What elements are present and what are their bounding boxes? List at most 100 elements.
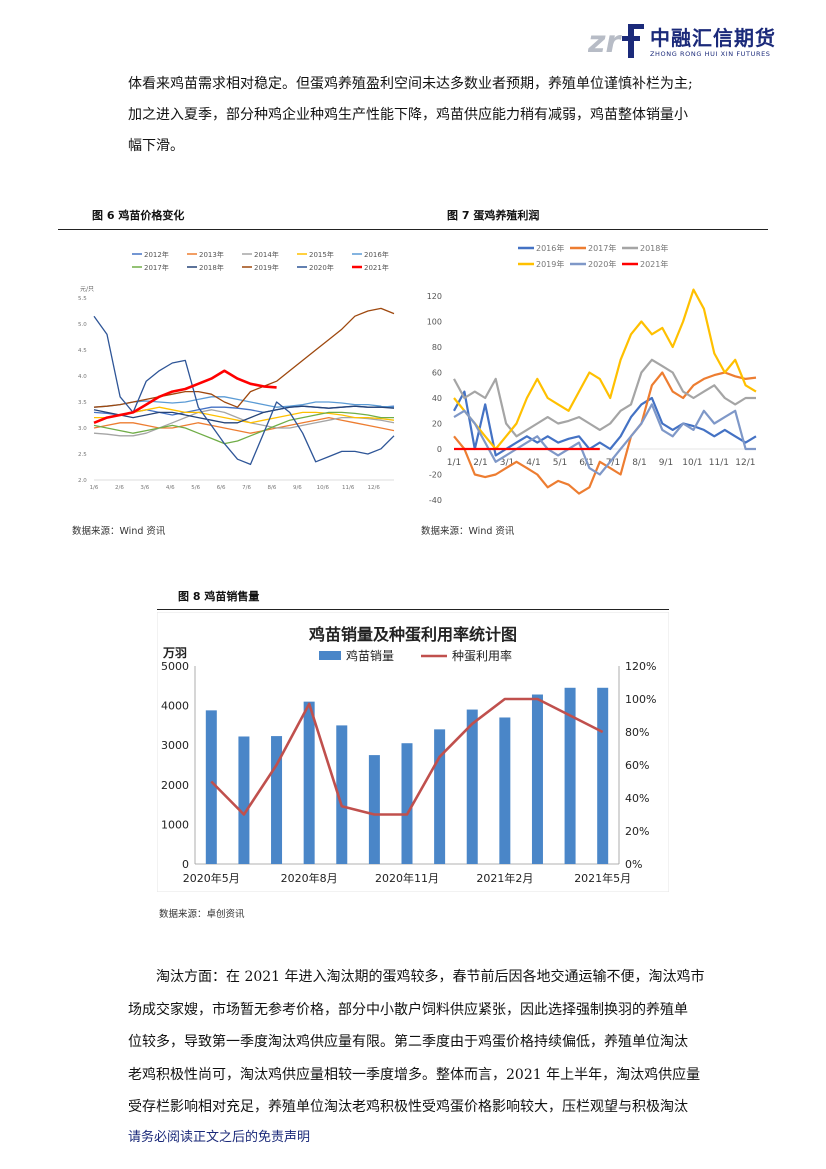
series-line-2017年 [453, 371, 757, 495]
y-tick-label: 4.5 [78, 348, 87, 354]
x-tick-label: 2/1 [473, 458, 487, 468]
left-tick-label: 4000 [161, 700, 189, 713]
x-tick-label: 3/6 [140, 485, 149, 491]
series-line-2019年 [453, 288, 757, 451]
series-line-2017年 [93, 411, 394, 445]
x-tick-label: 5/1 [553, 458, 567, 468]
x-tick-label: 12/6 [367, 485, 380, 491]
legend-label: 2017年 [144, 263, 169, 272]
sales-bar [271, 736, 283, 864]
y-tick-label: 40 [432, 394, 442, 403]
paragraph-intro: 体看来鸡苗需求相对稳定。但蛋鸡养殖盈利空间未达多数业者预期，养殖单位谨慎补栏为主… [128, 69, 728, 162]
text-line: 老鸡积极性尚可，淘汰鸡供应量相较一季度增多。整体而言，2021 年上半年，淘汰鸡… [128, 1066, 701, 1083]
x-tick-label: 9/1 [659, 458, 673, 468]
fig6-chart: 2012年 2013年 2014年 2015年 2016年 2017年 2018年 2019年… [78, 250, 395, 491]
y-tick-label: 3.5 [78, 400, 87, 406]
right-tick-label: 120% [625, 660, 656, 673]
right-tick-label: 0% [625, 858, 642, 871]
x-tick-label: 10/1 [682, 458, 702, 468]
chart-title: 鸡苗销量及种蛋利用率统计图 [308, 625, 517, 644]
fig7-chart: 2016年 2017年 2018年 2019年 2020年 2021年 120 100 80 60… [427, 243, 757, 505]
left-tick-label: 1000 [161, 818, 189, 831]
y-tick-label: 100 [427, 318, 442, 327]
x-tick-label: 2020年11月 [375, 871, 439, 885]
series-line-2021年 [93, 369, 277, 425]
logo-subtitle: ZHONG RONG HUI XIN FUTURES [650, 50, 771, 58]
sales-bar [531, 694, 543, 864]
x-tick-label: 4/1 [526, 458, 540, 468]
y-tick-label: -40 [429, 496, 442, 505]
text-line: 幅下滑。 [128, 138, 184, 154]
series-line-2020年 [93, 315, 395, 466]
y-tick-label: 2.0 [78, 478, 87, 484]
right-tick-label: 100% [625, 693, 656, 706]
x-tick-label: 2021年5月 [574, 871, 631, 885]
utilization-line [210, 697, 604, 816]
legend-bar-swatch [319, 651, 341, 660]
legend-label: 2019年 [254, 263, 279, 272]
x-tick-label: 1/1 [447, 458, 461, 468]
text-line: 场成交家嫂，市场暂无参考价格，部分中小散户饲料供应紧张，因此选择强制换羽的养殖单 [128, 1001, 688, 1018]
x-tick-label: 12/1 [735, 458, 755, 468]
x-tick-label: 5/6 [191, 485, 200, 491]
sales-bar [303, 701, 315, 864]
series-line-2018年 [93, 405, 395, 424]
legend-line-label: 种蛋利用率 [452, 648, 512, 663]
x-tick-label: 8/6 [268, 485, 277, 491]
series-line-2019年 [93, 307, 395, 408]
sales-bar [466, 709, 478, 864]
fig6-source: 数据来源：Wind 资讯 [72, 526, 166, 537]
sales-bar [205, 710, 217, 864]
svg-text:zr: zr [588, 25, 622, 60]
text-line: 位较多，导致第一季度淘汰鸡供应量有限。第二季度由于鸡蛋价格持续偏低，养殖单位淘汰 [128, 1034, 688, 1050]
x-tick-label: 6/6 [217, 485, 226, 491]
x-tick-label: 3/1 [500, 458, 514, 468]
x-tick-label: 1/6 [90, 485, 99, 491]
x-tick-label: 2021年2月 [476, 871, 533, 885]
series-line-2016年 [93, 396, 395, 408]
disclaimer-footer: 请务必阅读正文之后的免责声明 [128, 1130, 311, 1145]
x-tick-label: 4/6 [166, 485, 175, 491]
x-tick-label: 2020年8月 [281, 871, 338, 885]
legend-label: 2018年 [199, 263, 224, 272]
sales-bar [434, 729, 446, 864]
y-tick-label: 3.0 [78, 426, 87, 432]
right-tick-label: 60% [625, 759, 649, 772]
x-tick-label: 7/1 [606, 458, 620, 468]
fig6-title: 图 6 鸡苗价格变化 [92, 209, 185, 222]
fig7-title: 图 7 蛋鸡养殖利润 [447, 209, 540, 222]
legend-label: 2020年 [309, 263, 334, 272]
left-tick-label: 3000 [161, 739, 189, 752]
legend-bar-label: 鸡苗销量 [346, 648, 394, 663]
figure-divider [58, 229, 768, 230]
fig8-title: 图 8 鸡苗销售量 [178, 590, 260, 603]
series-line-2018年 [453, 358, 756, 438]
legend-label: 2020年 [588, 259, 616, 269]
fig7-source: 数据来源：Wind 资讯 [421, 526, 515, 537]
legend-label: 2017年 [588, 243, 616, 253]
x-tick-label: 2020年5月 [183, 871, 240, 885]
left-axis-unit: 万羽 [162, 646, 187, 660]
fig8-divider [157, 609, 669, 610]
x-tick-label: 7/6 [242, 485, 251, 491]
legend-label: 2012年 [144, 250, 169, 259]
fig8-source: 数据来源：卓创资讯 [159, 909, 245, 920]
right-tick-label: 80% [625, 726, 649, 739]
paragraph-culling: 淘汰方面：在 2021 年进入淘汰期的蛋鸡较多，春节前后因各地交通运输不便，淘汰… [128, 961, 728, 1124]
x-tick-label: 9/6 [293, 485, 302, 491]
sales-bar [499, 717, 511, 864]
company-logo: zr [588, 24, 644, 60]
legend-label: 2013年 [199, 250, 224, 259]
text-line: 体看来鸡苗需求相对稳定。但蛋鸡养殖盈利空间未达多数业者预期，养殖单位谨慎补栏为主… [128, 76, 693, 92]
right-tick-label: 40% [625, 792, 649, 805]
sales-bar [238, 736, 250, 864]
x-tick-label: 2/6 [115, 485, 124, 491]
sales-bar [401, 743, 413, 864]
left-tick-label: 2000 [161, 779, 189, 792]
right-tick-label: 20% [625, 825, 649, 838]
series-line-2020年 [453, 403, 756, 476]
y-tick-label: 80 [432, 343, 442, 352]
x-tick-label: 11/1 [709, 458, 729, 468]
x-tick-label: 8/1 [632, 458, 646, 468]
